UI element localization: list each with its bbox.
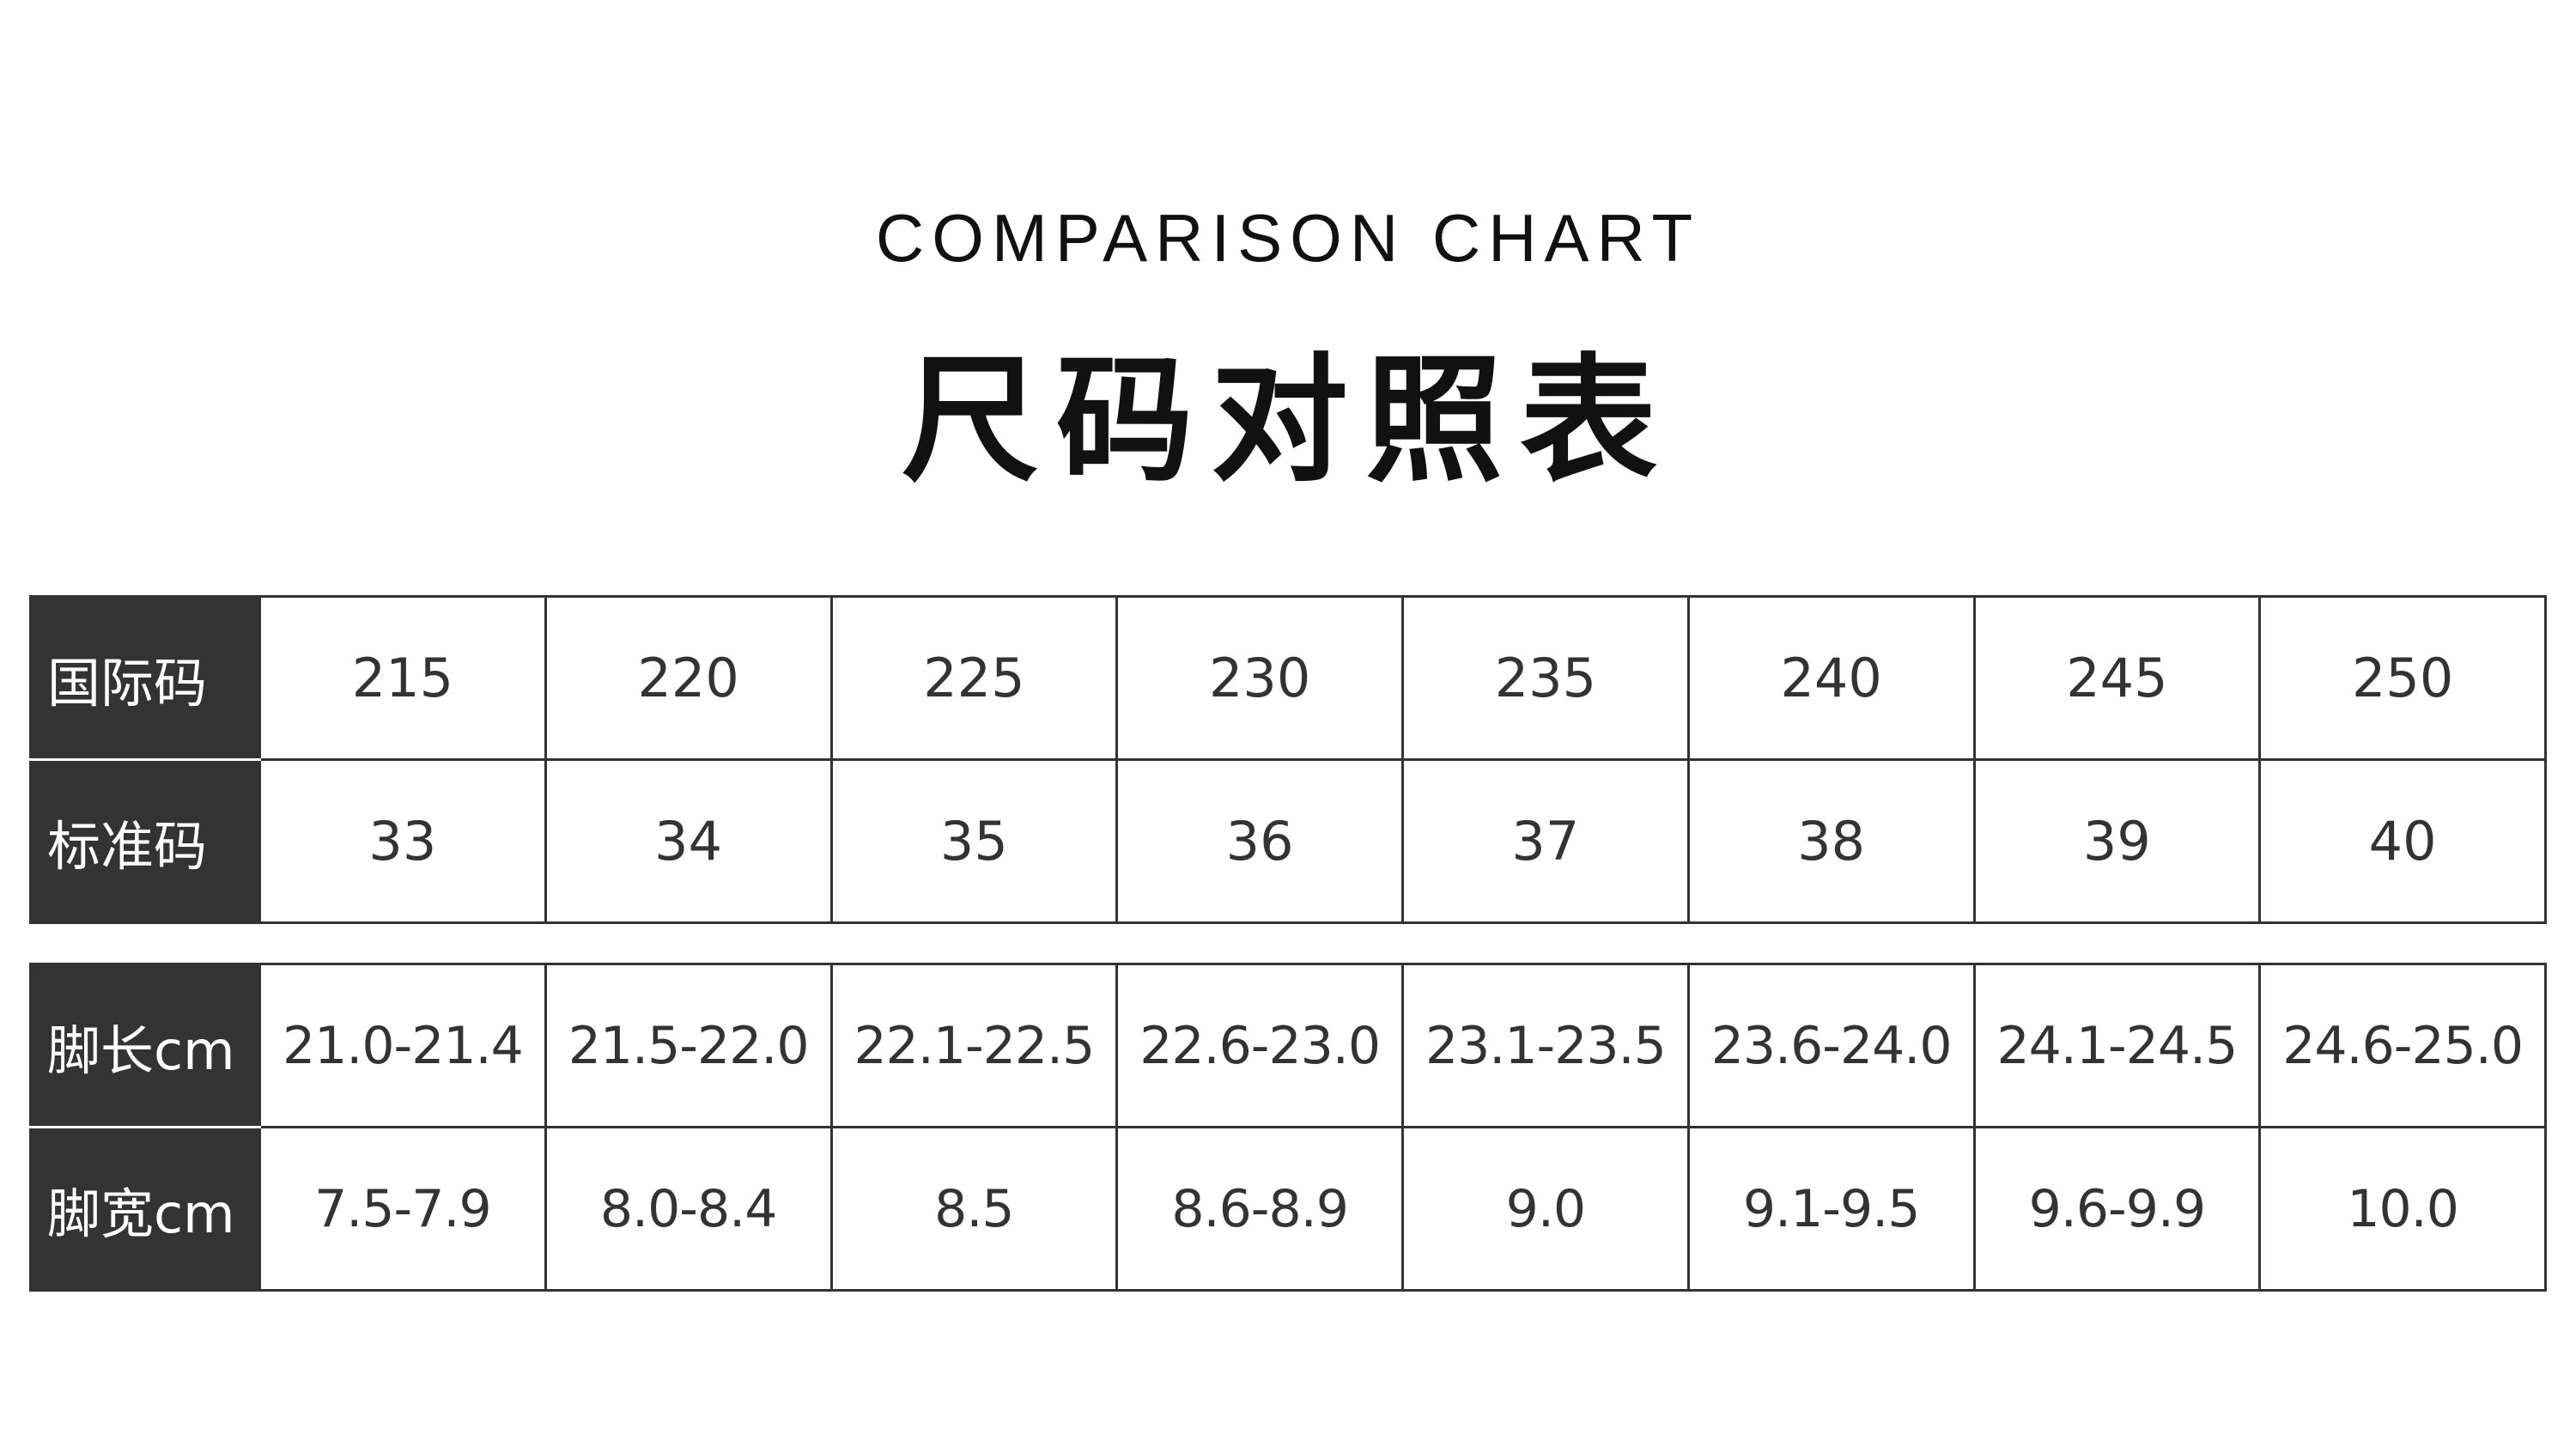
- table-cell: 40: [2258, 758, 2547, 924]
- foot-size-table: 脚长cm 21.0-21.4 21.5-22.0 22.1-22.5 22.6-…: [29, 963, 2547, 1292]
- table-cell: 22.1-22.5: [829, 963, 1119, 1128]
- table-cell: 21.5-22.0: [544, 963, 833, 1128]
- subtitle: COMPARISON CHART: [875, 200, 1701, 276]
- table-cell: 7.5-7.9: [258, 1126, 547, 1292]
- table-cell: 35: [829, 758, 1119, 924]
- table-cell: 245: [1972, 595, 2262, 761]
- table-cell: 21.0-21.4: [258, 963, 547, 1128]
- table-cell: 34: [544, 758, 833, 924]
- table-row: 脚宽cm 7.5-7.9 8.0-8.4 8.5 8.6-8.9 9.0 9.1…: [29, 1126, 2547, 1292]
- table-cell: 36: [1115, 758, 1404, 924]
- page-title: 尺码对照表: [901, 340, 1674, 501]
- row-header: 国际码: [29, 595, 261, 761]
- size-table: 国际码 215 220 225 230 235 240 245 250 标准码 …: [29, 595, 2547, 924]
- table-cell: 37: [1401, 758, 1690, 924]
- table-row: 标准码 33 34 35 36 37 38 39 40: [29, 758, 2547, 924]
- table-cell: 240: [1686, 595, 1976, 761]
- table-cell: 220: [544, 595, 833, 761]
- row-header: 脚宽cm: [29, 1126, 261, 1292]
- row-header: 脚长cm: [29, 963, 261, 1128]
- table-cell: 23.6-24.0: [1686, 963, 1976, 1128]
- row-header: 标准码: [29, 758, 261, 924]
- table-cell: 22.6-23.0: [1115, 963, 1404, 1128]
- table-cell: 10.0: [2258, 1126, 2547, 1292]
- table-cell: 24.6-25.0: [2258, 963, 2547, 1128]
- table-cell: 225: [829, 595, 1119, 761]
- table-row: 脚长cm 21.0-21.4 21.5-22.0 22.1-22.5 22.6-…: [29, 963, 2547, 1128]
- table-cell: 8.0-8.4: [544, 1126, 833, 1292]
- table-cell: 38: [1686, 758, 1976, 924]
- table-cell: 24.1-24.5: [1972, 963, 2262, 1128]
- table-cell: 9.0: [1401, 1126, 1690, 1292]
- table-cell: 215: [258, 595, 547, 761]
- table-cell: 230: [1115, 595, 1404, 761]
- table-cell: 33: [258, 758, 547, 924]
- table-cell: 250: [2258, 595, 2547, 761]
- table-cell: 39: [1972, 758, 2262, 924]
- table-cell: 23.1-23.5: [1401, 963, 1690, 1128]
- table-cell: 9.6-9.9: [1972, 1126, 2262, 1292]
- table-cell: 9.1-9.5: [1686, 1126, 1976, 1292]
- table-cell: 8.6-8.9: [1115, 1126, 1404, 1292]
- table-cell: 8.5: [829, 1126, 1119, 1292]
- table-row: 国际码 215 220 225 230 235 240 245 250: [29, 595, 2547, 761]
- table-cell: 235: [1401, 595, 1690, 761]
